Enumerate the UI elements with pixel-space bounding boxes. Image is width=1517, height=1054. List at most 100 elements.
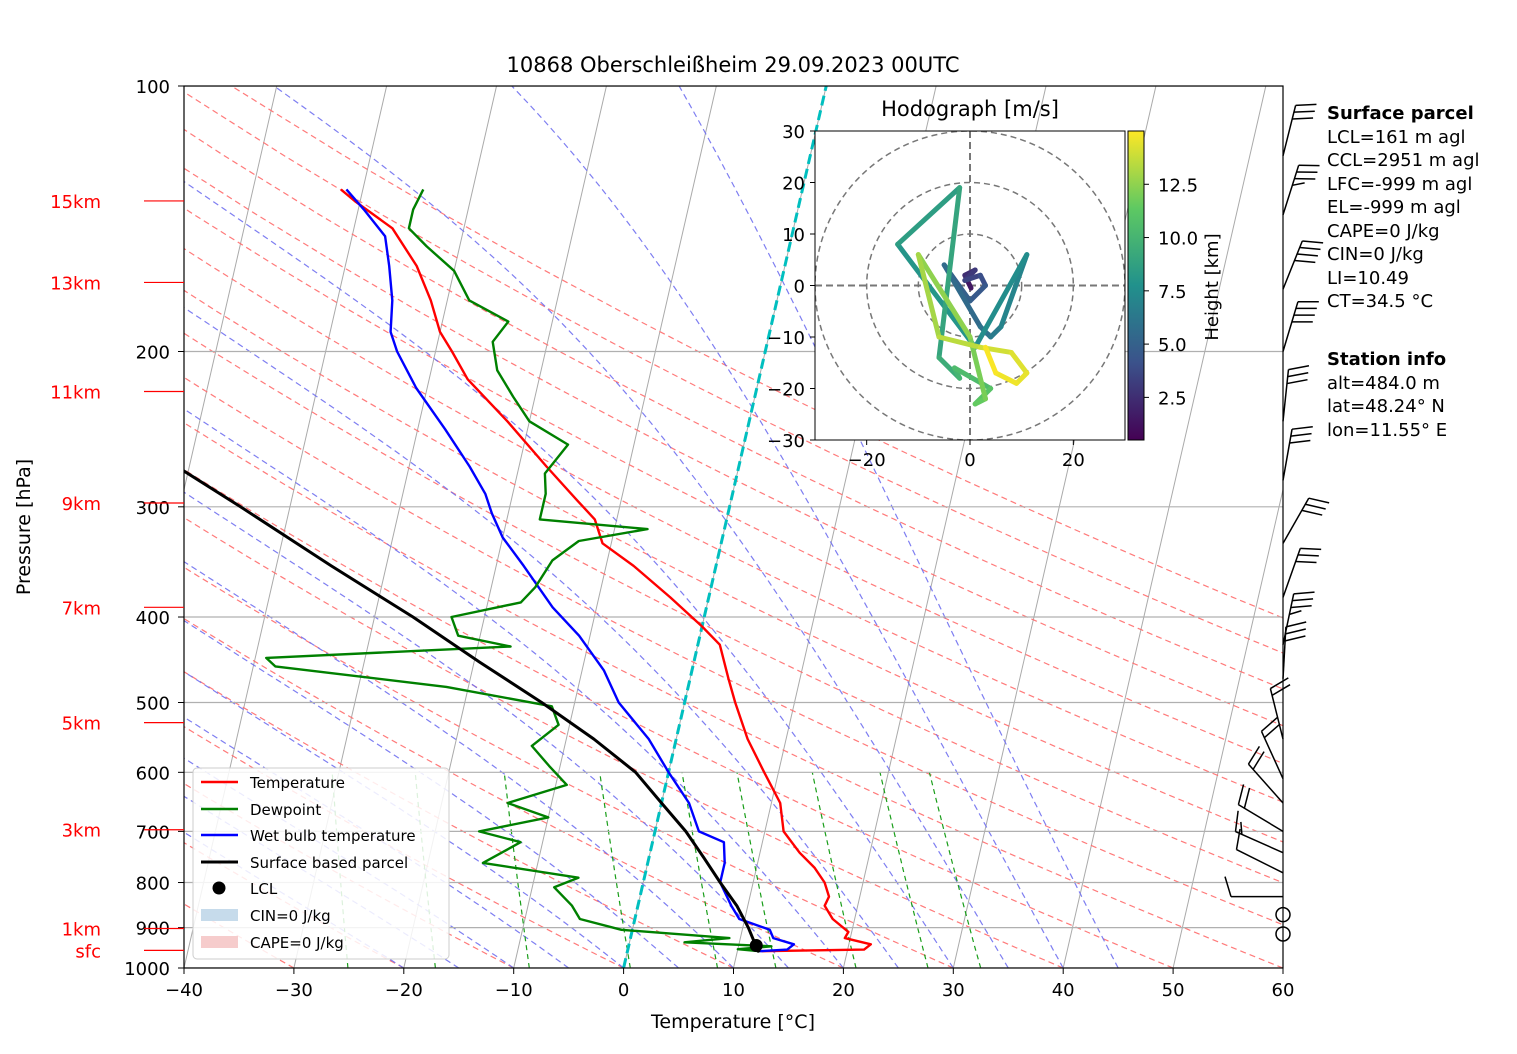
hodograph-segment [1008, 349, 1030, 376]
legend-label-cape: CAPE=0 J/kg [250, 934, 344, 952]
isotherm-line [1172, 487, 1283, 968]
legend-box [192, 767, 450, 960]
mixing-ratio-line [599, 772, 631, 968]
hodograph-y-tick-label: 20 [782, 174, 805, 195]
station-info-line: lat=48.24° N [1327, 396, 1445, 417]
x-tick-label: 40 [1052, 980, 1075, 1001]
wind-barb [1282, 365, 1310, 422]
legend-label-wetbulb: Wet bulb temperature [250, 827, 416, 845]
wind-barb [1282, 497, 1330, 544]
wind-barb [1234, 810, 1284, 854]
mixing-ratio-line [879, 772, 929, 968]
height-label: sfc [75, 941, 101, 962]
moist-adiabat-line [511, 86, 1064, 968]
wind-barb [1282, 426, 1313, 481]
dry-adiabat-line [184, 376, 1283, 926]
hodograph-inset: Hodograph [m/s] −20 0 20 30 20 10 0 −10 −20 −30 2… [767, 97, 1223, 471]
dry-adiabat-line [184, 566, 954, 968]
wind-barb-calm [1275, 906, 1291, 923]
wetbulb-profile-line [345, 188, 796, 953]
hodograph-x-tick-label: 20 [1062, 450, 1085, 471]
station-info-panel: Station info alt=484.0 m lat=48.24° N lo… [1327, 348, 1447, 442]
surface-parcel-line: CIN=0 J/kg [1327, 244, 1424, 265]
hodograph-y-tick-label: −30 [767, 431, 805, 452]
x-axis-label: Temperature [°C] [650, 1011, 815, 1033]
x-tick-label: 20 [832, 980, 855, 1001]
dry-adiabat-line [184, 91, 1283, 654]
dry-adiabat-line [184, 671, 734, 968]
mixing-ratio-line [811, 772, 857, 968]
hodograph-segment [936, 185, 963, 361]
colorbar-tick-label: 12.5 [1158, 175, 1198, 196]
hodograph-segment [952, 365, 994, 391]
hodograph-colorbar [1127, 130, 1145, 441]
station-info-title: Station info [1327, 349, 1447, 370]
sounding-profiles [184, 188, 872, 954]
colorbar-tick-label: 10.0 [1158, 229, 1198, 250]
legend-label-lcl: LCL [250, 880, 278, 898]
temperature-profile-line [340, 188, 872, 953]
x-tick-label: −20 [385, 980, 423, 1001]
x-tick-label: 50 [1162, 980, 1185, 1001]
hodograph-segment [936, 334, 983, 350]
wind-barb [1282, 240, 1324, 290]
y-tick-label: 500 [136, 693, 170, 714]
surface-parcel-line: LCL=161 m agl [1327, 126, 1466, 148]
moist-adiabat-line [184, 408, 844, 968]
surface-parcel-line: CT=34.5 °C [1327, 291, 1434, 312]
temperature-axis: −40 −30 −20 −10 0 10 20 30 40 50 60 [165, 968, 1294, 1001]
dry-adiabat-line [184, 422, 1283, 968]
isotherm-line [184, 86, 278, 492]
dewpoint-profile-line [265, 188, 773, 953]
hodograph-segment [895, 241, 978, 350]
wind-barbs [1224, 103, 1330, 942]
colorbar-tick-label: 7.5 [1158, 282, 1187, 303]
legend-label-parcel: Surface based parcel [250, 854, 408, 872]
hodograph-y-tick-label: 30 [782, 122, 805, 143]
height-label: 3km [62, 821, 101, 842]
y-axis-label: Pressure [hPa] [13, 459, 35, 595]
freezing-level-line [622, 86, 828, 968]
wind-barb [1235, 828, 1284, 874]
y-tick-label: 100 [136, 77, 170, 98]
legend-swatch-cape [201, 936, 238, 948]
colorbar-label: Height [km] [1202, 233, 1223, 340]
hodograph-axes: −20 0 20 30 20 10 0 −10 −20 −30 [767, 122, 1085, 471]
dry-adiabat-line [184, 516, 1064, 968]
colorbar-tick-label: 5.0 [1158, 335, 1187, 356]
mixing-ratio-line [928, 772, 982, 968]
x-tick-label: 0 [618, 980, 629, 1001]
mixing-ratio-line [503, 772, 530, 968]
hodograph-title: Hodograph [m/s] [881, 97, 1059, 121]
wind-barb [1282, 547, 1322, 598]
lcl-marker [749, 939, 763, 953]
hodograph-y-tick-label: 10 [782, 225, 805, 246]
wind-barb [1237, 784, 1284, 833]
moist-adiabat-line [184, 306, 899, 968]
hodograph-segment [895, 185, 963, 247]
surface-parcel-line: EL=-999 m agl [1327, 197, 1461, 218]
hodograph-segment [915, 252, 973, 340]
moist-adiabat-line [184, 560, 734, 968]
chart-title: 10868 Oberschleißheim 29.09.2023 00UTC [507, 53, 960, 77]
wind-barb [1224, 876, 1283, 898]
hodograph-segment [962, 272, 983, 283]
legend: Temperature Dewpoint Wet bulb temperatur… [192, 767, 450, 960]
x-tick-label: 10 [722, 980, 745, 1001]
y-tick-label: 200 [136, 343, 170, 364]
wind-barb [1269, 677, 1291, 740]
y-tick-label: 400 [136, 608, 170, 629]
hodograph-segment [983, 344, 999, 376]
surface-parcel-line: CAPE=0 J/kg [1327, 220, 1440, 242]
hodograph-x-tick-label: 0 [964, 450, 975, 471]
colorbar-ticks: 2.5 5.0 7.5 10.0 12.5 [1144, 175, 1198, 409]
x-tick-label: −30 [275, 980, 313, 1001]
height-label: 13km [50, 273, 101, 294]
surface-parcel-line: LFC=-999 m agl [1327, 173, 1473, 195]
x-tick-label: 30 [942, 980, 965, 1001]
legend-swatch-cin [201, 909, 238, 921]
hodograph-segment [972, 252, 1030, 350]
hodograph-y-tick-label: 0 [794, 277, 805, 298]
dry-adiabat-line [184, 468, 1174, 968]
